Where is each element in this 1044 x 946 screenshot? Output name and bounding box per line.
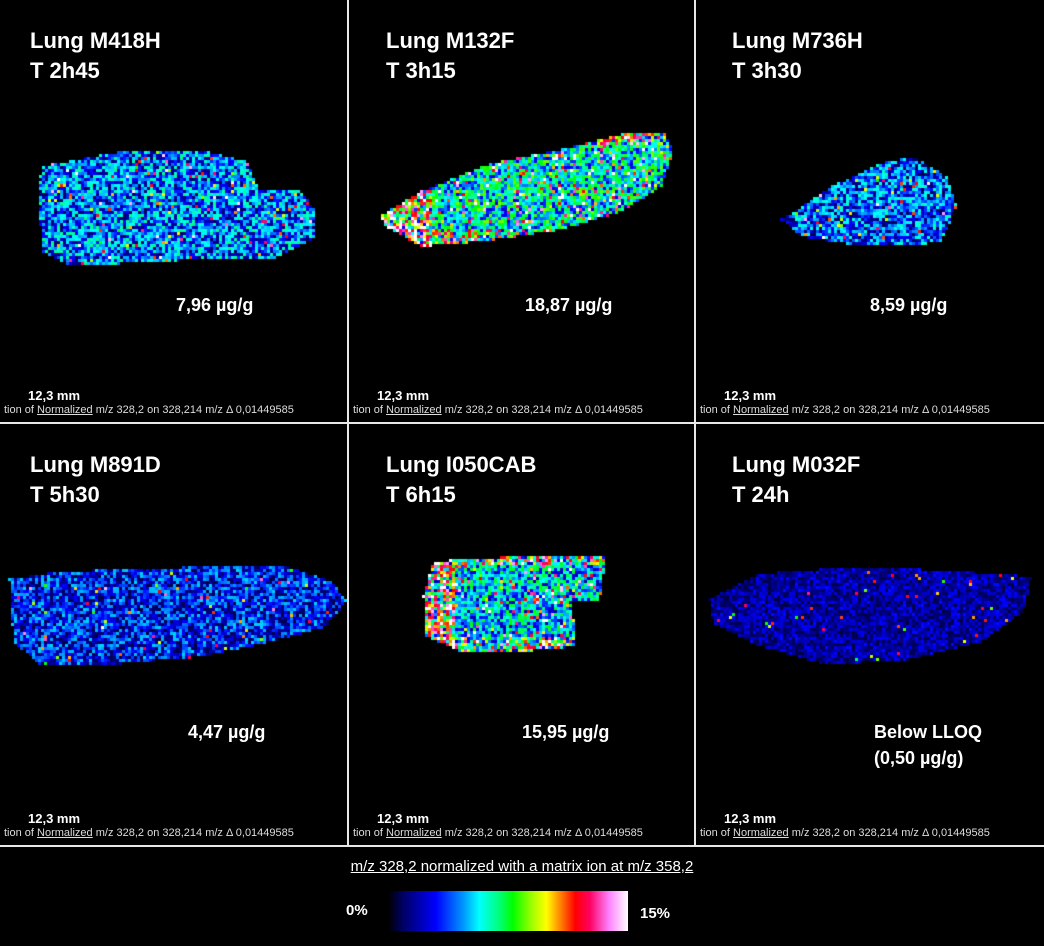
tissue-image [349,424,694,845]
caption-rest: m/z 328,2 on 328,214 m/z Δ 0,01449585 [92,404,294,416]
time-point: T 24h [732,482,790,507]
panel-lung-i050cab: Lung I050CAB T 6h15 15,95 µg/g 12,3 mm t… [349,424,694,845]
panel-title: Lung I050CAB T 6h15 [386,450,536,510]
caption-normalized: Normalized [37,827,93,839]
tissue-image [696,0,1044,422]
concentration-value: 8,59 µg/g [870,295,948,315]
legend-title: m/z 328,2 normalized with a matrix ion a… [350,858,694,875]
colorbar-max-label: 15% [640,905,671,922]
concentration-value-2: (0,50 µg/g) [874,748,964,768]
caption-rest: m/z 328,2 on 328,214 m/z Δ 0,01449585 [92,827,294,839]
sample-name: Lung M418H [30,28,161,53]
panel-lung-m132f: Lung M132F T 3h15 18,87 µg/g 12,3 mm tio… [349,0,694,422]
caption-normalized: Normalized [386,827,442,839]
panel-title: Lung M418H T 2h45 [30,26,161,86]
concentration-value: 18,87 µg/g [525,295,613,315]
caption-prefix: tion of [4,404,38,416]
time-point: T 3h30 [732,58,802,83]
scale-bar-label: 12,3 mm [724,388,777,403]
caption-rest: m/z 328,2 on 328,214 m/z Δ 0,01449585 [441,404,643,416]
time-point: T 6h15 [386,482,456,507]
scale-bar-label: 12,3 mm [724,811,777,826]
sample-name: Lung M032F [732,452,861,477]
image-caption: tion of Normalized m/z 328,2 on 328,214 … [4,827,294,839]
panel-lung-m418h: Lung M418H T 2h45 7,96 µg/g 12,3 mm tion… [0,0,347,422]
concentration-label: 18,87 µg/g [525,292,612,318]
panel-title: Lung M132F T 3h15 [386,26,514,86]
colorbar-min-label: 0% [346,902,368,919]
panel-title: Lung M891D T 5h30 [30,450,161,510]
concentration-value: Below LLOQ [874,722,982,742]
time-point: T 2h45 [30,58,100,83]
concentration-label: 4,47 µg/g [188,719,265,745]
caption-prefix: tion of [353,404,387,416]
panel-lung-m891d: Lung M891D T 5h30 4,47 µg/g 12,3 mm tion… [0,424,347,845]
caption-prefix: tion of [700,404,734,416]
panel-lung-m736h: Lung M736H T 3h30 8,59 µg/g 12,3 mm tion… [696,0,1044,422]
panel-title: Lung M032F T 24h [732,450,860,510]
tissue-image [0,0,347,422]
image-caption: tion of Normalized m/z 328,2 on 328,214 … [353,827,643,839]
image-caption: tion of Normalized m/z 328,2 on 328,214 … [700,827,990,839]
caption-prefix: tion of [4,827,38,839]
caption-rest: m/z 328,2 on 328,214 m/z Δ 0,01449585 [441,827,643,839]
caption-normalized: Normalized [37,404,93,416]
caption-rest: m/z 328,2 on 328,214 m/z Δ 0,01449585 [788,827,990,839]
time-point: T 3h15 [386,58,456,83]
scale-bar-label: 12,3 mm [377,811,430,826]
sample-name: Lung M891D [30,452,161,477]
divider-bottom [0,845,1044,847]
concentration-label: 7,96 µg/g [176,292,253,318]
concentration-label: Below LLOQ (0,50 µg/g) [874,719,982,771]
divider-horizontal [0,422,1044,424]
caption-prefix: tion of [353,827,387,839]
image-caption: tion of Normalized m/z 328,2 on 328,214 … [353,404,643,416]
image-caption: tion of Normalized m/z 328,2 on 328,214 … [4,404,294,416]
image-caption: tion of Normalized m/z 328,2 on 328,214 … [700,404,990,416]
panel-title: Lung M736H T 3h30 [732,26,863,86]
scale-bar-label: 12,3 mm [377,388,430,403]
time-point: T 5h30 [30,482,100,507]
tissue-image [696,424,1044,845]
concentration-label: 15,95 µg/g [522,719,609,745]
concentration-label: 8,59 µg/g [870,292,947,318]
sample-name: Lung M132F [386,28,515,53]
caption-prefix: tion of [700,827,734,839]
caption-normalized: Normalized [733,827,789,839]
scale-bar-label: 12,3 mm [28,388,81,403]
concentration-value: 7,96 µg/g [176,295,254,315]
sample-name: Lung M736H [732,28,863,53]
scale-bar-label: 12,3 mm [28,811,81,826]
concentration-value: 4,47 µg/g [188,722,266,742]
panel-lung-m032f: Lung M032F T 24h Below LLOQ (0,50 µg/g) … [696,424,1044,845]
caption-normalized: Normalized [386,404,442,416]
tissue-image [349,0,694,422]
tissue-image [0,424,347,845]
caption-normalized: Normalized [733,404,789,416]
caption-rest: m/z 328,2 on 328,214 m/z Δ 0,01449585 [788,404,990,416]
colorbar [388,891,628,931]
concentration-value: 15,95 µg/g [522,722,610,742]
sample-name: Lung I050CAB [386,452,537,477]
